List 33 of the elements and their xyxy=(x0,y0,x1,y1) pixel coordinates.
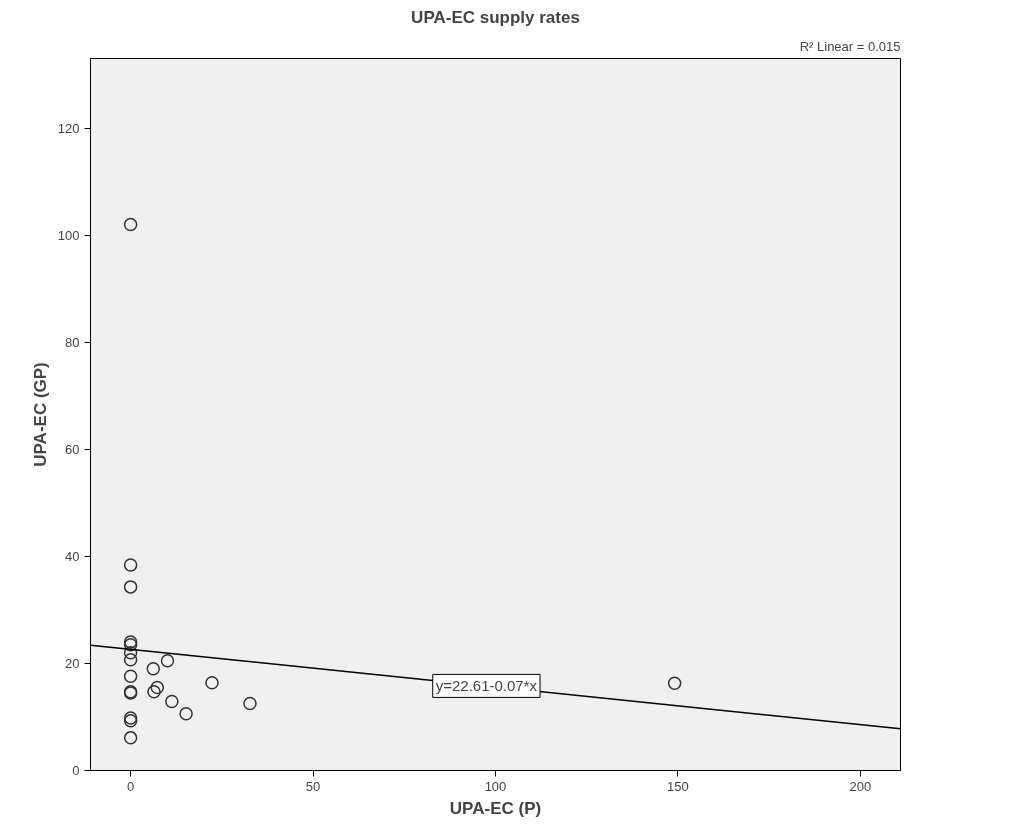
point xyxy=(123,217,138,232)
point xyxy=(146,662,161,676)
point xyxy=(150,680,165,695)
point xyxy=(123,645,138,660)
y-tick-label: 120 xyxy=(57,120,80,136)
point xyxy=(243,696,257,711)
point xyxy=(123,558,138,572)
x-tick-label: 0 xyxy=(127,778,135,794)
x-tick-label: 150 xyxy=(667,778,689,794)
annotation: y=22.61-0.07*x xyxy=(435,677,538,695)
text: R² Linear = 0.015 xyxy=(799,38,901,54)
x-tick-label: 100 xyxy=(484,778,507,794)
point xyxy=(123,669,138,684)
point xyxy=(123,652,138,667)
y-tick-label: 60 xyxy=(65,441,80,457)
point xyxy=(165,694,179,709)
chart-title: UPA-EC supply rates xyxy=(411,7,580,27)
y-tick-label: 40 xyxy=(65,548,80,564)
x-axis-title: UPA-EC (P) xyxy=(449,798,542,818)
y-tick-label: 20 xyxy=(65,655,80,671)
y-tick-label: 100 xyxy=(57,227,80,243)
point xyxy=(123,580,138,594)
y-tick-label: 80 xyxy=(65,334,80,350)
point xyxy=(160,654,175,668)
point xyxy=(123,731,138,745)
y-tick-label: 0 xyxy=(72,763,80,778)
point xyxy=(147,685,161,699)
y-axis-title: UPA-EC (GP) xyxy=(30,362,50,467)
point xyxy=(179,707,193,721)
point xyxy=(667,676,682,690)
point xyxy=(205,675,219,690)
x-tick-label: 200 xyxy=(849,778,872,794)
x-tick-label: 50 xyxy=(305,778,321,794)
